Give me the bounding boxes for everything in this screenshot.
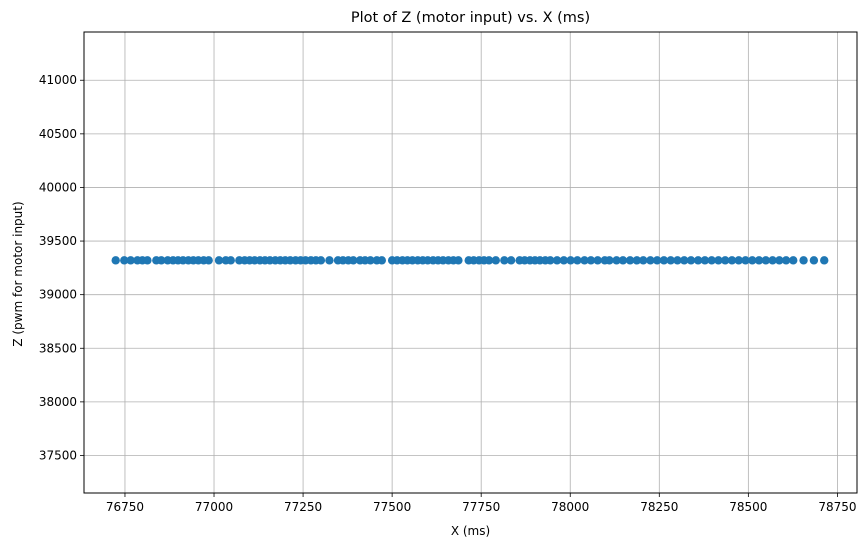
- data-point: [789, 256, 798, 265]
- data-point: [666, 256, 675, 265]
- data-point: [325, 256, 334, 265]
- data-point: [632, 256, 642, 265]
- chart-title: Plot of Z (motor input) vs. X (ms): [351, 10, 590, 26]
- data-point: [720, 256, 730, 265]
- data-point: [741, 256, 750, 265]
- data-point: [707, 256, 716, 265]
- data-point: [673, 256, 682, 265]
- data-point: [566, 256, 575, 265]
- data-point: [748, 256, 757, 265]
- data-point: [377, 256, 387, 265]
- data-point: [157, 256, 166, 265]
- data-point: [204, 256, 213, 265]
- data-point: [775, 256, 784, 265]
- data-point: [143, 256, 152, 265]
- x-tick-label: 77250: [284, 500, 322, 514]
- data-point: [734, 256, 743, 265]
- data-point: [652, 256, 662, 265]
- x-tick-label: 78000: [551, 500, 589, 514]
- data-point: [680, 256, 689, 265]
- x-tick-label: 78500: [729, 500, 767, 514]
- data-point: [500, 256, 509, 265]
- data-point: [573, 256, 582, 265]
- data-point: [593, 256, 602, 265]
- data-point: [366, 256, 375, 265]
- data-points: [111, 256, 829, 265]
- data-point: [546, 256, 555, 265]
- x-tick-label: 77750: [462, 500, 500, 514]
- data-point: [605, 256, 614, 265]
- y-tick-label: 39000: [39, 288, 77, 302]
- data-point: [625, 256, 635, 265]
- data-point: [693, 256, 703, 265]
- x-axis-label: X (ms): [451, 524, 490, 538]
- y-tick-label: 40000: [39, 180, 77, 194]
- data-point: [700, 256, 710, 265]
- y-tick-label: 37500: [39, 448, 77, 462]
- x-tick-label: 77000: [195, 500, 233, 514]
- y-tick-label: 38000: [39, 395, 77, 409]
- data-point: [491, 256, 500, 265]
- data-point: [559, 256, 569, 265]
- data-point: [809, 256, 819, 265]
- x-axis-ticks: 76750 77000 77250 77500 77750 78000 78250 78500…: [106, 493, 857, 514]
- data-point: [639, 256, 648, 265]
- data-point: [484, 256, 494, 265]
- data-point: [727, 256, 737, 265]
- data-point: [506, 256, 516, 265]
- data-point: [126, 256, 135, 265]
- data-point: [454, 256, 463, 265]
- data-point: [714, 256, 723, 265]
- data-point: [768, 256, 777, 265]
- x-tick-label: 76750: [106, 500, 144, 514]
- plot-frame: [83, 31, 858, 494]
- data-point: [612, 256, 621, 265]
- data-point: [580, 256, 589, 265]
- data-point: [820, 256, 829, 265]
- data-point: [686, 256, 696, 265]
- data-point: [618, 256, 628, 265]
- x-tick-label: 78250: [640, 500, 678, 514]
- data-point: [586, 256, 596, 265]
- x-tick-label: 77500: [373, 500, 411, 514]
- data-point: [349, 256, 358, 265]
- data-point: [552, 256, 562, 265]
- data-point: [646, 256, 655, 265]
- y-tick-label: 40500: [39, 127, 77, 141]
- data-point: [226, 256, 235, 265]
- data-point: [111, 256, 120, 265]
- data-point: [214, 256, 224, 265]
- data-point: [316, 256, 326, 265]
- y-tick-label: 39500: [39, 234, 77, 248]
- data-point: [781, 256, 791, 265]
- data-point: [754, 256, 764, 265]
- data-point: [799, 256, 808, 265]
- data-point: [659, 256, 669, 265]
- data-point: [120, 256, 129, 265]
- x-tick-label: 78750: [818, 500, 856, 514]
- y-axis-label: Z (pwm for motor input): [11, 201, 25, 346]
- data-point: [761, 256, 771, 265]
- y-tick-label: 41000: [39, 73, 77, 87]
- y-tick-label: 38500: [39, 341, 77, 355]
- y-axis-ticks: 37500 38000 38500 39000 39500 40000 40500 41000: [39, 73, 84, 462]
